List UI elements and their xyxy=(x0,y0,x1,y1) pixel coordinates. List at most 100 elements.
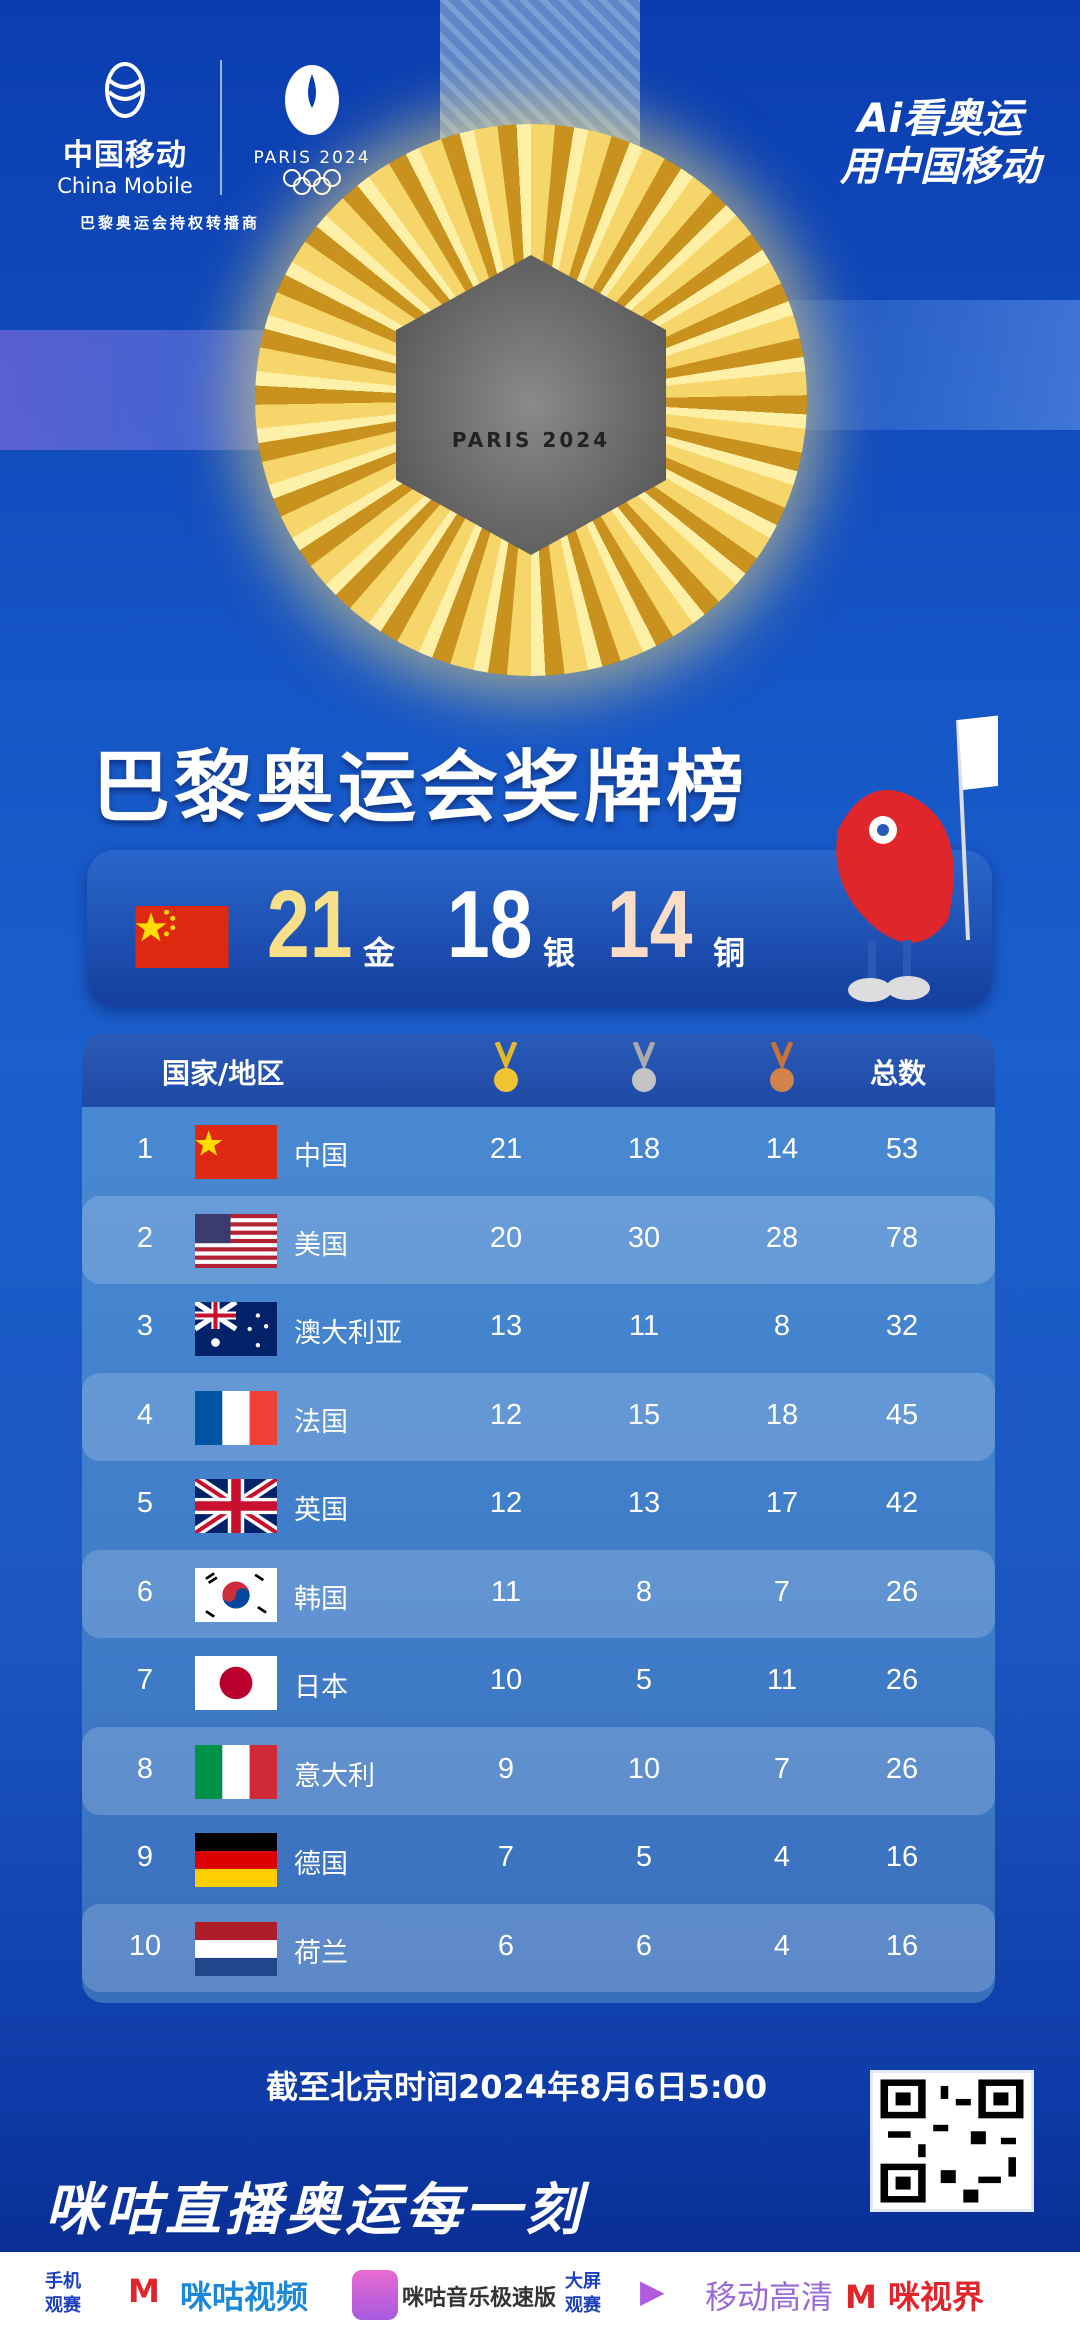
silver-count: 5 xyxy=(635,1664,653,1696)
summary-bronze-unit: 铜 xyxy=(713,934,746,972)
country-name: 法国 xyxy=(294,1406,348,1438)
olympic-mascot-image xyxy=(836,715,998,1002)
rank: 8 xyxy=(136,1752,154,1785)
summary-bronze-count: 14 xyxy=(607,871,693,978)
country-name: 英国 xyxy=(294,1495,348,1526)
app-migu-music[interactable]: 咪咕音乐极速版 xyxy=(402,2286,557,2311)
table-row: 4 法国 12 15 18 45 xyxy=(82,1372,995,1461)
app-mobile-hd[interactable]: 移动高清 xyxy=(705,2278,834,2316)
paris-flame-icon xyxy=(285,65,339,135)
silver-count: 11 xyxy=(628,1310,660,1342)
gold-count: 11 xyxy=(490,1575,522,1608)
total-count: 32 xyxy=(885,1310,919,1342)
china-flag-icon xyxy=(135,906,229,968)
china-flag-icon xyxy=(195,1125,277,1179)
mobile-hd-icon: ▶ xyxy=(640,2272,665,2310)
total-count: 78 xyxy=(885,1221,919,1254)
logo-divider xyxy=(220,60,222,195)
rank: 5 xyxy=(136,1487,154,1519)
country-name: 澳大利亚 xyxy=(294,1318,402,1349)
total-count: 45 xyxy=(885,1398,919,1431)
table-row: 3 澳大利亚 13 11 8 32 xyxy=(82,1284,995,1372)
china-mobile-logo: 中国移动 China Mobile xyxy=(40,60,210,198)
olympic-rings-icon xyxy=(283,169,341,195)
header-country: 国家/地区 xyxy=(162,1057,285,1090)
bronze-count: 18 xyxy=(765,1398,799,1431)
rights-holder-text: 巴黎奥运会持权转播商 xyxy=(80,214,261,232)
gold-count: 6 xyxy=(497,1929,515,1962)
bronze-count: 11 xyxy=(766,1664,798,1696)
country-name: 中国 xyxy=(294,1141,348,1172)
rank: 7 xyxy=(136,1664,154,1696)
qr-code[interactable] xyxy=(870,2070,1034,2212)
footer-app-bar: 手机 观赛 M 咪咕视频 咪咕音乐极速版 大屏 观赛 ▶ 移动高清 M 咪视界 xyxy=(0,2252,1080,2339)
australia-flag-icon xyxy=(195,1302,277,1356)
total-count: 53 xyxy=(885,1133,919,1165)
miguview-m-icon: M xyxy=(845,2278,888,2316)
country-name: 荷兰 xyxy=(294,1937,348,1969)
table-row: 2 美国 20 30 28 78 xyxy=(82,1195,995,1284)
app-miguview-label: 咪视界 xyxy=(887,2278,984,2316)
total-count: 42 xyxy=(885,1487,919,1519)
bronze-count: 28 xyxy=(765,1221,799,1254)
paris-2024-logo: PARIS 2024 xyxy=(232,60,392,200)
silver-count: 6 xyxy=(635,1929,653,1962)
uk-flag-icon xyxy=(195,1479,277,1533)
mobile-watch-label: 手机 观赛 xyxy=(45,2270,81,2318)
silver-count: 10 xyxy=(627,1752,661,1785)
rank: 1 xyxy=(136,1133,154,1165)
gold-count: 12 xyxy=(489,1487,523,1519)
tv-label-line1: 大屏 xyxy=(565,2271,601,2292)
table-row: 8 意大利 9 10 7 26 xyxy=(82,1726,995,1815)
country-name: 日本 xyxy=(294,1672,348,1703)
total-count: 26 xyxy=(885,1752,919,1785)
qr-code-image xyxy=(880,2079,1024,2203)
tv-watch-label: 大屏 观赛 xyxy=(565,2270,601,2318)
rank: 3 xyxy=(136,1310,154,1342)
country-name: 意大利 xyxy=(294,1760,375,1792)
total-count: 16 xyxy=(885,1929,919,1962)
bronze-medal-icon xyxy=(770,1042,794,1092)
mobile-label-line1: 手机 xyxy=(45,2271,81,2292)
bronze-count: 17 xyxy=(765,1487,799,1519)
netherlands-flag-icon xyxy=(195,1921,277,1976)
migu-slogan: 咪咕直播奥运每一刻 xyxy=(45,2178,585,2243)
china-mobile-icon xyxy=(105,62,145,118)
medal-center-hexagon: PARIS 2024 xyxy=(396,255,666,555)
korea-flag-icon xyxy=(195,1567,277,1622)
italy-flag-icon xyxy=(195,1744,277,1799)
silver-medal-icon xyxy=(632,1042,656,1092)
as-of-timestamp: 截至北京时间2024年8月6日5:00 xyxy=(266,2068,768,2106)
bronze-count: 4 xyxy=(773,1841,791,1873)
gold-count: 9 xyxy=(497,1752,515,1785)
summary-silver-unit: 银 xyxy=(543,934,576,972)
ai-slogan: Ai看奥运 用中国移动 xyxy=(840,95,1040,191)
app-miguview[interactable]: M 咪视界 xyxy=(845,2272,984,2318)
silver-count: 18 xyxy=(627,1133,661,1165)
china-mobile-name-en: China Mobile xyxy=(57,174,193,198)
table-row: 7 日本 10 5 11 26 xyxy=(82,1638,995,1726)
japan-flag-icon xyxy=(195,1656,277,1710)
medal-table: 国家/地区 总数 1 中国 21 18 14 53 2 美国 20 30 28 78 3 澳大利亚 13 11… xyxy=(82,1034,995,2003)
gold-count: 12 xyxy=(489,1398,523,1431)
rank: 6 xyxy=(136,1575,154,1608)
country-name: 美国 xyxy=(294,1229,348,1261)
bronze-count: 7 xyxy=(773,1575,791,1608)
silver-count: 15 xyxy=(627,1398,661,1431)
france-flag-icon xyxy=(195,1390,277,1445)
silver-count: 13 xyxy=(627,1487,661,1519)
silver-count: 8 xyxy=(635,1575,653,1608)
total-count: 26 xyxy=(885,1575,919,1608)
table-row: 10 荷兰 6 6 4 16 xyxy=(82,1903,995,1992)
ai-slogan-line1: Ai看奥运 xyxy=(857,96,1023,142)
gold-count: 10 xyxy=(489,1664,523,1696)
china-mobile-name: 中国移动 xyxy=(63,138,187,173)
total-count: 26 xyxy=(885,1664,919,1696)
paris-2024-text: PARIS 2024 xyxy=(253,148,371,168)
silver-count: 5 xyxy=(635,1841,653,1873)
app-migu-video[interactable]: 咪咕视频 xyxy=(180,2278,309,2316)
table-row: 5 英国 12 13 17 42 xyxy=(82,1461,995,1549)
table-row: 1 中国 21 18 14 53 xyxy=(82,1107,995,1195)
country-name: 韩国 xyxy=(294,1583,348,1615)
